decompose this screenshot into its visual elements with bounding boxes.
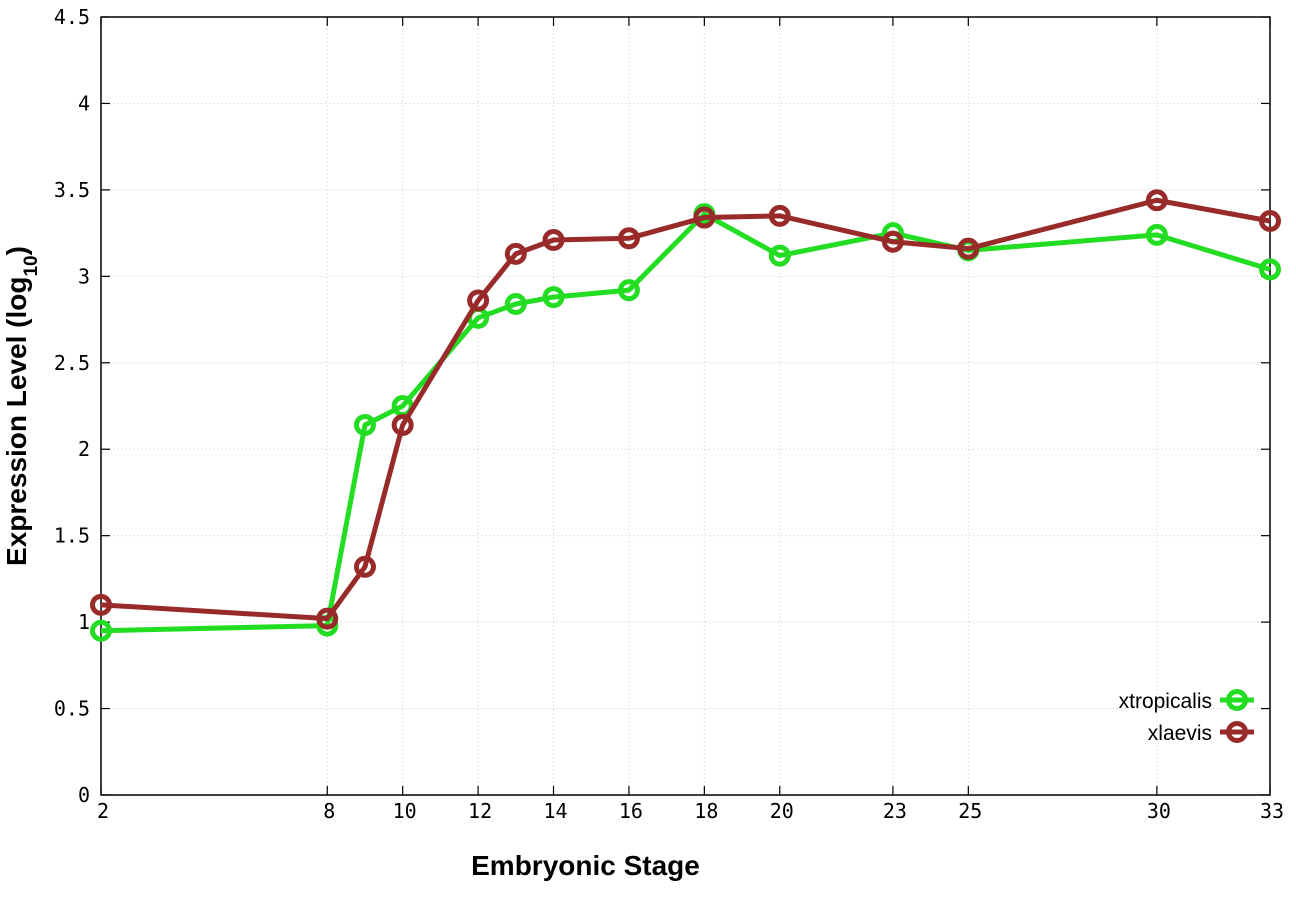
y-tick-label: 4.5 <box>54 5 90 29</box>
data-point-xtropicalis <box>617 279 640 302</box>
data-point-xtropicalis <box>542 286 565 309</box>
y-tick-label: 2.5 <box>54 351 90 375</box>
x-tick-label: 14 <box>543 799 567 823</box>
x-tick-label: 20 <box>770 799 794 823</box>
x-tick-label: 10 <box>393 799 417 823</box>
data-point-xtropicalis <box>1145 223 1168 246</box>
data-point-xtropicalis <box>353 414 376 437</box>
data-point-xtropicalis <box>1259 258 1281 281</box>
data-point-xlaevis <box>768 204 791 227</box>
y-tick-label: 3.5 <box>54 178 90 202</box>
x-tick-label: 23 <box>883 799 907 823</box>
legend-label-xtropicalis: xtropicalis <box>1119 690 1212 713</box>
x-tick-label: 30 <box>1147 799 1171 823</box>
x-tick-label: 12 <box>468 799 492 823</box>
y-tick-label: 2 <box>78 437 90 461</box>
data-point-xtropicalis <box>504 292 527 315</box>
legend-marker-xtropicalis <box>1226 689 1248 711</box>
x-tick-label: 8 <box>323 799 335 823</box>
y-tick-label: 3 <box>78 264 90 288</box>
data-point-xtropicalis <box>768 244 791 267</box>
data-point-xlaevis <box>353 555 376 578</box>
y-tick-label: 0 <box>78 783 90 807</box>
series-xlaevis <box>90 189 1281 630</box>
y-tick-label: 1.5 <box>54 524 90 548</box>
data-point-xlaevis <box>693 206 716 229</box>
y-axis-title-close: ) <box>1 246 32 255</box>
y-tick-label: 1 <box>78 610 90 634</box>
data-point-xlaevis <box>957 237 980 260</box>
x-tick-label: 25 <box>958 799 982 823</box>
plot-frame <box>100 16 1271 796</box>
x-tick-label: 33 <box>1260 799 1284 823</box>
data-point-xlaevis <box>1145 189 1168 212</box>
y-tick-label: 4 <box>78 91 90 115</box>
data-point-xlaevis <box>617 227 640 250</box>
y-axis-title: Expression Level (log10) <box>1 246 42 566</box>
legend-marker-xlaevis <box>1226 721 1248 743</box>
y-axis-title-subscript: 10 <box>21 255 42 276</box>
y-tick-label: 0.5 <box>54 697 90 721</box>
axis-ticks: 2 8 10 12 14 16 18 20 23 25 30 33 0 0.5 1 1.5 2 2.5 3 3.5 4 4… <box>54 5 1284 823</box>
data-point-xlaevis <box>881 230 904 253</box>
series-line-xlaevis <box>100 197 1271 622</box>
grid-lines <box>101 17 1270 795</box>
data-point-xlaevis <box>1259 210 1281 233</box>
data-point-xlaevis <box>504 242 527 265</box>
series-xtropicalis <box>90 203 1281 642</box>
series-layer <box>90 189 1281 642</box>
legend: xtropicalis xlaevis <box>1119 689 1254 745</box>
data-point-xtropicalis <box>90 619 112 642</box>
data-point-xlaevis <box>90 593 112 616</box>
x-axis-title: Embryonic Stage <box>471 850 700 881</box>
x-tick-label: 16 <box>619 799 643 823</box>
data-point-xlaevis <box>391 414 414 437</box>
x-tick-label: 18 <box>694 799 718 823</box>
legend-label-xlaevis: xlaevis <box>1148 722 1212 745</box>
data-point-xlaevis <box>542 229 565 252</box>
x-tick-label: 2 <box>97 799 109 823</box>
y-axis-title-main: Expression Level (log <box>1 277 32 566</box>
data-point-xlaevis <box>316 607 339 630</box>
data-point-xlaevis <box>467 289 490 312</box>
